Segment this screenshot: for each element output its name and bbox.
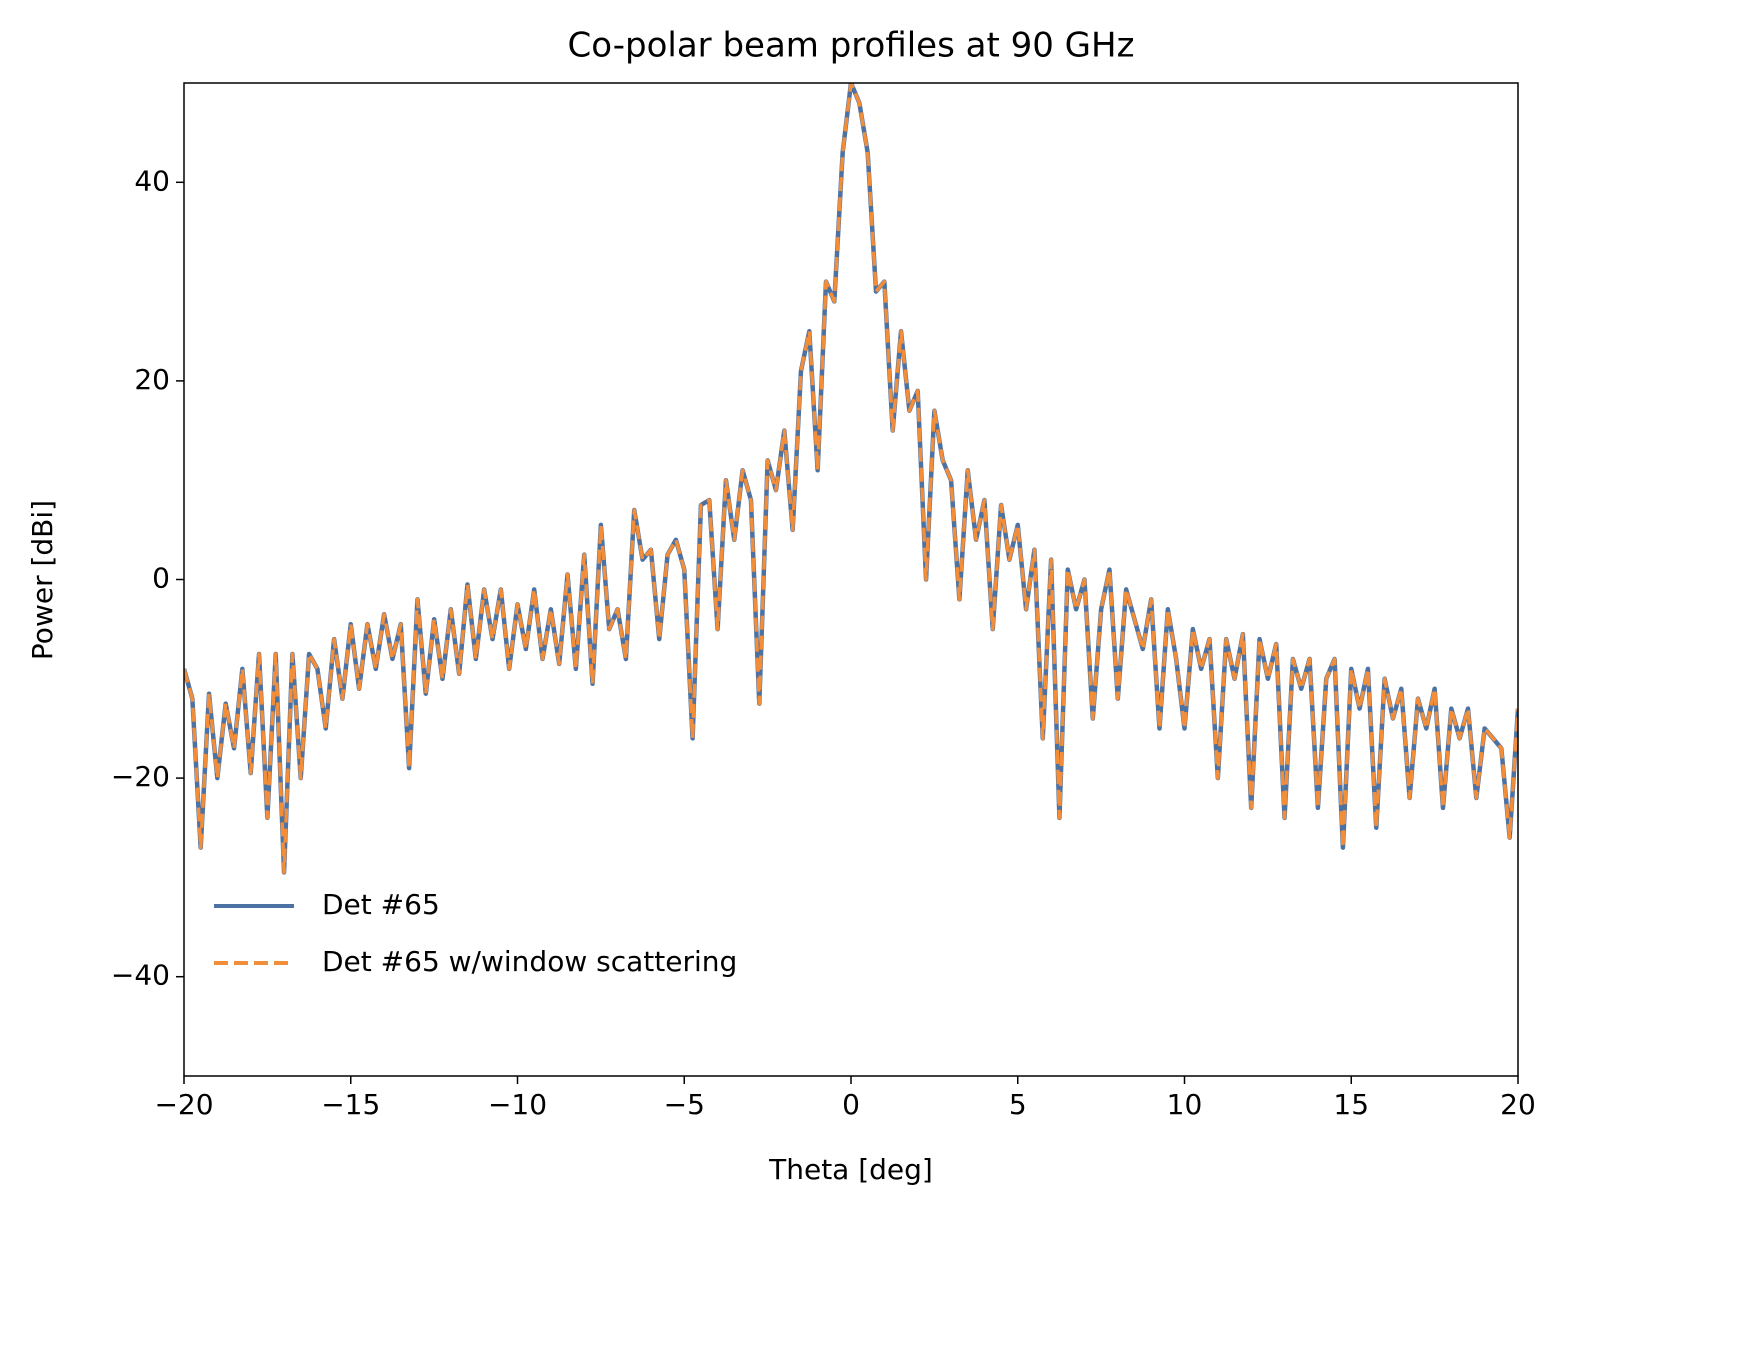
x-tick-label: −5	[664, 1088, 705, 1121]
series-line	[184, 83, 1518, 875]
x-tick-label: 5	[1009, 1088, 1027, 1121]
y-tick-label: 40	[134, 164, 170, 197]
y-tick-label: 0	[152, 562, 170, 595]
x-tick-label: 15	[1333, 1088, 1369, 1121]
series-line	[184, 83, 1518, 875]
legend-label: Det #65	[322, 888, 440, 921]
x-tick-label: −15	[321, 1088, 380, 1121]
legend-label: Det #65 w/window scattering	[322, 945, 737, 978]
y-tick-label: 20	[134, 363, 170, 396]
y-tick-label: −20	[111, 760, 170, 793]
x-tick-label: 0	[842, 1088, 860, 1121]
chart-title: Co-polar beam profiles at 90 GHz	[568, 26, 1135, 66]
plot-frame	[183, 82, 1519, 1077]
y-tick-label: −40	[111, 959, 170, 992]
x-tick-label: 20	[1500, 1088, 1536, 1121]
x-tick-label: 10	[1167, 1088, 1203, 1121]
x-tick-label: −20	[154, 1088, 213, 1121]
x-tick-label: −10	[488, 1088, 547, 1121]
y-axis-label: Power [dBi]	[26, 500, 59, 660]
x-axis-label: Theta [deg]	[768, 1153, 933, 1186]
